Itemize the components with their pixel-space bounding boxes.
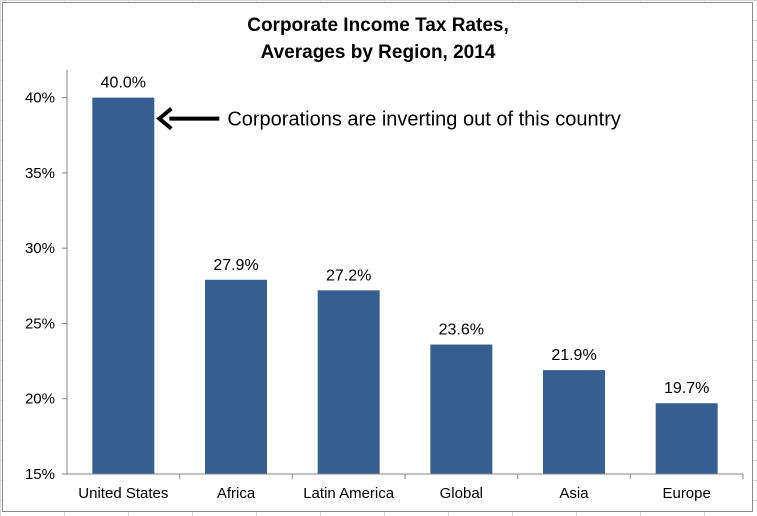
bar-value-label: 27.2% xyxy=(326,267,371,284)
bar-value-label: 40.0% xyxy=(101,75,146,92)
bar[interactable] xyxy=(655,403,718,474)
bar[interactable] xyxy=(317,290,380,474)
bar-value-label: 19.7% xyxy=(664,380,709,397)
bar-value-label: 21.9% xyxy=(551,347,596,364)
bar[interactable] xyxy=(205,279,267,474)
y-tick-label: 25% xyxy=(25,315,55,332)
x-category-label: United States xyxy=(78,485,168,502)
bar-value-label: 23.6% xyxy=(439,322,484,339)
bar[interactable] xyxy=(430,344,493,474)
bar-value-label: 27.9% xyxy=(213,257,258,274)
bar[interactable] xyxy=(92,97,155,475)
annotation-text: Corporations are inverting out of this c… xyxy=(227,109,621,131)
x-category-label: Global xyxy=(440,485,483,502)
chart-title-line-1: Corporate Income Tax Rates, xyxy=(247,15,509,36)
y-tick-label: 35% xyxy=(25,165,55,182)
x-category-label: Africa xyxy=(217,485,256,502)
y-tick-label: 40% xyxy=(25,90,55,107)
annotation-arrow-head xyxy=(156,107,173,131)
y-tick-label: 30% xyxy=(25,240,55,257)
x-category-label: Asia xyxy=(559,485,589,502)
x-category-label: Europe xyxy=(662,485,710,502)
x-category-label: Latin America xyxy=(303,485,395,502)
bar[interactable] xyxy=(543,370,605,474)
y-tick-label: 20% xyxy=(25,391,55,408)
y-tick-label: 15% xyxy=(25,466,55,483)
chart-title-line-2: Averages by Region, 2014 xyxy=(261,42,496,63)
